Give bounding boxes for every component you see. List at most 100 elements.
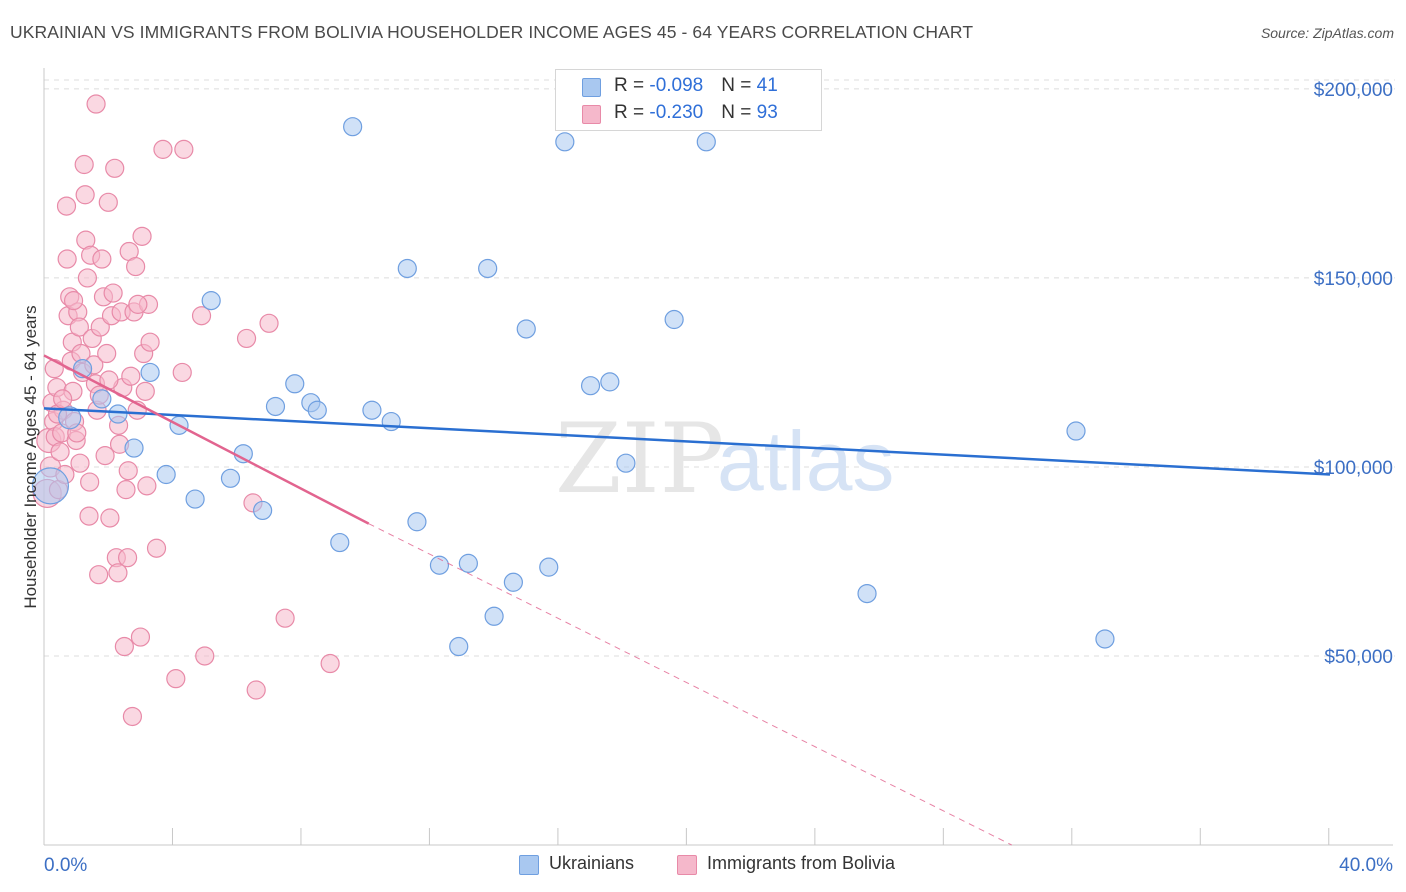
point-ukrainians — [265, 396, 286, 417]
point-ukrainians — [307, 400, 327, 420]
point-ukrainians — [31, 467, 70, 505]
point-bolivia — [50, 442, 70, 462]
point-bolivia — [108, 563, 128, 583]
point-bolivia — [86, 94, 106, 114]
n-value: 93 — [756, 102, 778, 123]
point-bolivia — [130, 627, 151, 647]
axis-layer — [43, 68, 1393, 846]
point-bolivia — [103, 283, 123, 303]
point-bolivia — [140, 332, 160, 352]
point-ukrainians — [253, 500, 273, 521]
point-bolivia — [172, 362, 192, 383]
point-ukrainians — [397, 258, 417, 279]
series-label: Ukrainians — [549, 853, 635, 873]
point-ukrainians — [555, 132, 575, 152]
point-ukrainians — [185, 489, 205, 509]
trendline-ukrainians — [43, 407, 1331, 476]
point-ukrainians — [449, 636, 469, 657]
point-ukrainians — [220, 468, 241, 488]
point-ukrainians — [58, 406, 82, 430]
point-ukrainians — [201, 291, 221, 311]
point-bolivia — [259, 313, 279, 333]
point-bolivia — [44, 359, 64, 379]
r-value: -0.230 — [649, 102, 704, 123]
trendline-bolivia — [43, 354, 370, 525]
point-ukrainians — [664, 309, 684, 330]
point-bolivia — [105, 158, 125, 178]
series-legend: Ukrainians Immigrants from Bolivia — [0, 853, 1406, 877]
point-ukrainians — [285, 374, 305, 394]
point-ukrainians — [381, 411, 401, 432]
point-bolivia — [89, 565, 109, 585]
point-bolivia — [166, 669, 186, 689]
series-label: Immigrants from Bolivia — [707, 853, 896, 873]
legend-text: R = -0.230 N = 93 — [614, 102, 778, 123]
y-axis-title: Householder Income Ages 45 - 64 years — [21, 305, 40, 608]
point-ukrainians — [92, 389, 112, 409]
point-bolivia — [320, 653, 340, 674]
point-ukrainians — [330, 532, 350, 553]
point-ukrainians — [696, 132, 716, 152]
point-bolivia — [116, 480, 136, 500]
point-bolivia — [146, 538, 167, 558]
point-bolivia — [63, 291, 84, 311]
point-ukrainians — [478, 258, 498, 279]
point-bolivia — [132, 226, 152, 246]
point-ukrainians — [458, 553, 478, 573]
watermark-zip: ZIP — [555, 403, 724, 515]
trend-layer — [43, 354, 1331, 846]
point-bolivia — [92, 249, 112, 269]
point-ukrainians — [362, 400, 382, 420]
y-tick-label: $200,000 — [1314, 80, 1393, 101]
points-layer — [31, 94, 1115, 727]
point-bolivia — [153, 139, 173, 159]
chart-title: UKRAINIAN VS IMMIGRANTS FROM BOLIVIA HOU… — [10, 22, 974, 42]
legend-swatch-ukrainians — [582, 78, 601, 97]
point-bolivia — [77, 268, 98, 288]
r-value: -0.098 — [649, 75, 704, 96]
point-bolivia — [70, 453, 90, 473]
source-credit: Source: ZipAtlas.com — [1260, 25, 1394, 41]
point-ukrainians — [343, 117, 363, 137]
point-bolivia — [191, 306, 212, 326]
x-tick-label: 40.0% — [1339, 855, 1393, 876]
point-ukrainians — [1095, 629, 1115, 649]
point-bolivia — [137, 476, 157, 496]
point-bolivia — [118, 461, 138, 481]
point-bolivia — [56, 196, 77, 216]
point-bolivia — [100, 508, 120, 528]
point-ukrainians — [124, 438, 144, 458]
point-bolivia — [97, 343, 117, 364]
point-ukrainians — [539, 557, 559, 577]
point-bolivia — [121, 366, 141, 386]
point-bolivia — [126, 256, 146, 277]
point-ukrainians — [484, 606, 504, 626]
series-swatch-ukrainians — [519, 855, 539, 875]
label-layer: $50,000 $100,000 $150,000 $200,000 0.0% 40.0%… — [21, 80, 1393, 876]
point-bolivia — [174, 139, 194, 159]
point-ukrainians — [516, 319, 536, 339]
point-bolivia — [53, 389, 73, 409]
point-bolivia — [236, 328, 257, 349]
grid-layer — [44, 79, 1395, 657]
y-tick-label: $100,000 — [1314, 458, 1393, 479]
watermark-atlas: atlas — [717, 414, 894, 508]
point-bolivia — [122, 706, 143, 727]
point-bolivia — [95, 446, 115, 466]
point-ukrainians — [580, 376, 601, 396]
y-tick-label: $150,000 — [1314, 269, 1393, 290]
point-bolivia — [246, 680, 266, 700]
series-swatch-bolivia — [677, 855, 697, 875]
watermark: ZIP atlas — [555, 403, 894, 515]
point-ukrainians — [1066, 421, 1086, 441]
point-bolivia — [275, 608, 295, 628]
point-ukrainians — [616, 453, 636, 473]
point-ukrainians — [857, 583, 877, 604]
point-ukrainians — [156, 464, 176, 485]
point-bolivia — [74, 154, 94, 175]
point-ukrainians — [108, 404, 128, 424]
point-ukrainians — [600, 372, 620, 392]
point-bolivia — [128, 294, 148, 314]
point-bolivia — [114, 636, 134, 657]
